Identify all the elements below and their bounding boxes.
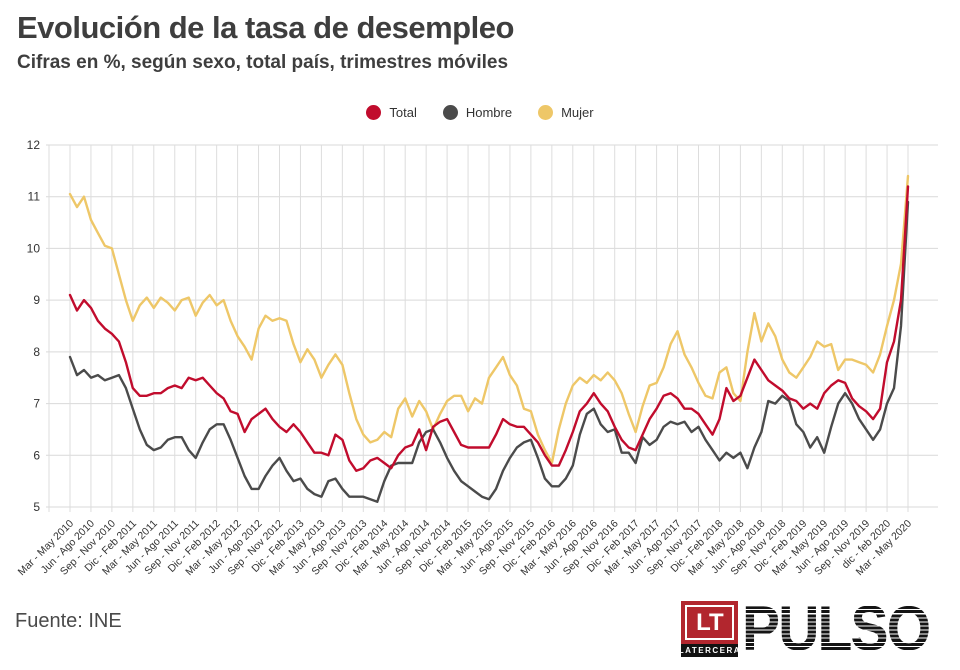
- mujer-line: [68, 174, 910, 465]
- legend-label-total: Total: [389, 105, 417, 120]
- y-axis-tick-label: 9: [33, 293, 40, 307]
- pulso-logo-text: PULSO: [742, 593, 931, 665]
- y-axis-tick-label: 11: [28, 190, 41, 204]
- page-title: Evolución de la tasa de desempleo: [17, 10, 514, 45]
- source-note: Fuente: INE: [15, 610, 122, 632]
- legend-label-mujer: Mujer: [561, 105, 594, 120]
- y-axis-tick-label: 7: [33, 397, 40, 411]
- legend-item-hombre: Hombre: [442, 105, 513, 120]
- total-line: [68, 185, 910, 472]
- legend: Total Hombre Mujer: [0, 105, 960, 120]
- latercera-logo-text: LATERCERA: [678, 644, 742, 657]
- total-series-dot-icon: [366, 105, 382, 120]
- lt-logo-icon: LT: [681, 601, 739, 644]
- lt-pulso-logo: LT LATERCERA PULSO: [678, 593, 946, 665]
- y-axis-tick-label: 8: [33, 345, 40, 359]
- hombre-series-dot-icon: [442, 105, 458, 120]
- legend-item-total: Total: [366, 105, 417, 120]
- y-axis-tick-label: 5: [33, 500, 40, 514]
- lt-logo-block: LT LATERCERA: [678, 601, 742, 657]
- lt-logo-text: LT: [685, 605, 735, 640]
- legend-item-mujer: Mujer: [538, 105, 594, 120]
- legend-label-hombre: Hombre: [465, 105, 513, 120]
- mujer-series-dot-icon: [538, 105, 554, 120]
- y-axis-tick-label: 12: [27, 138, 41, 152]
- y-axis-tick-label: 10: [27, 241, 41, 255]
- page-subtitle: Cifras en %, según sexo, total país, tri…: [17, 52, 509, 73]
- hombre-line: [68, 200, 910, 503]
- y-axis-tick-label: 6: [33, 448, 40, 462]
